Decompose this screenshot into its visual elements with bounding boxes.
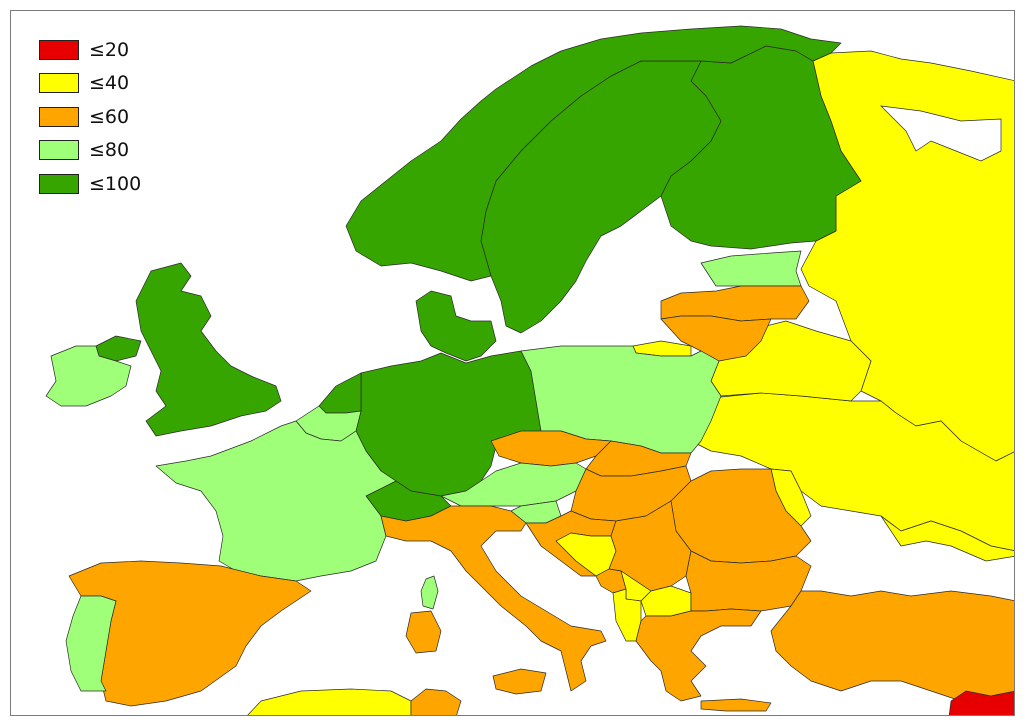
legend-item: ≤20 — [39, 33, 141, 67]
region-north-africa-left — [247, 688, 412, 715]
region-portugal — [65, 595, 117, 692]
europe-map — [45, 25, 1014, 715]
legend-swatch-le100 — [39, 173, 79, 194]
region-crete — [700, 698, 772, 712]
legend-item: ≤60 — [39, 100, 141, 134]
region-france — [155, 420, 397, 582]
legend-label: ≤60 — [89, 105, 130, 128]
region-lithuania — [660, 315, 772, 362]
region-austria — [440, 462, 587, 507]
legend-label: ≤100 — [89, 172, 142, 195]
region-italy — [380, 505, 607, 692]
legend-swatch-le40 — [39, 73, 79, 94]
legend-swatch-le80 — [39, 140, 79, 161]
legend-swatch-le20 — [39, 39, 79, 60]
legend-label: ≤40 — [89, 72, 130, 95]
region-sicily — [492, 668, 547, 695]
legend-item: ≤100 — [39, 167, 141, 201]
region-crimea — [880, 515, 1014, 562]
region-norway — [345, 25, 842, 282]
legend: ≤20 ≤40 ≤60 ≤80 ≤100 — [39, 33, 141, 201]
region-corsica — [420, 575, 439, 610]
legend-swatch-le60 — [39, 106, 79, 127]
legend-label: ≤80 — [89, 139, 130, 162]
legend-item: ≤80 — [39, 134, 141, 168]
region-sardinia — [405, 610, 442, 654]
region-denmark — [415, 290, 497, 362]
region-turkey — [770, 590, 1014, 702]
region-uk — [135, 262, 282, 437]
white-sea — [880, 105, 1002, 162]
region-netherlands — [318, 372, 362, 414]
legend-item: ≤40 — [39, 67, 141, 101]
region-greece — [635, 608, 762, 702]
map-frame: ≤20 ≤40 ≤60 ≤80 ≤100 — [10, 10, 1015, 716]
legend-label: ≤20 — [89, 38, 130, 61]
region-north-africa-right — [410, 688, 462, 715]
region-syria-corner — [948, 690, 1014, 715]
region-ireland — [45, 345, 132, 407]
region-estonia — [700, 250, 802, 287]
